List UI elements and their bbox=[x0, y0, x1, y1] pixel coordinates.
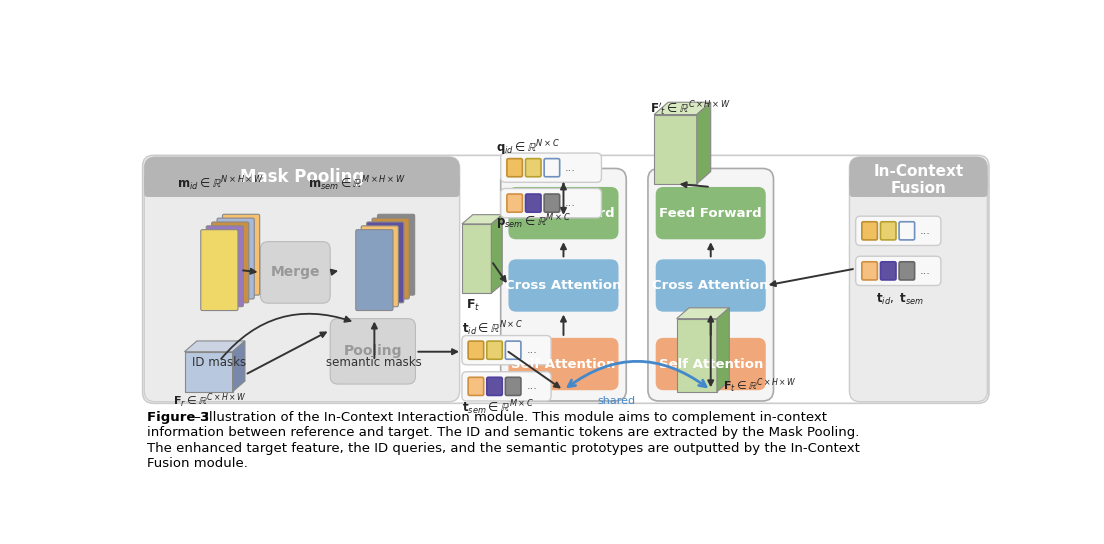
Text: The enhanced target feature, the ID queries, and the semantic prototypes are out: The enhanced target feature, the ID quer… bbox=[147, 442, 860, 455]
Polygon shape bbox=[461, 215, 502, 224]
Text: ...: ... bbox=[527, 381, 538, 391]
Polygon shape bbox=[461, 224, 491, 293]
Polygon shape bbox=[491, 215, 502, 293]
FancyBboxPatch shape bbox=[856, 256, 941, 286]
Text: ID masks: ID masks bbox=[192, 356, 246, 369]
Text: Self Attention: Self Attention bbox=[659, 357, 763, 370]
FancyBboxPatch shape bbox=[372, 218, 410, 299]
FancyBboxPatch shape bbox=[217, 218, 254, 299]
Text: ...: ... bbox=[920, 226, 931, 236]
FancyBboxPatch shape bbox=[656, 187, 766, 239]
Text: shared: shared bbox=[598, 396, 636, 406]
Text: $\mathbf{F}'_t \in \mathbb{R}^{C\times H\times W}$: $\mathbf{F}'_t \in \mathbb{R}^{C\times H… bbox=[649, 99, 730, 118]
FancyBboxPatch shape bbox=[355, 230, 393, 311]
Text: ...: ... bbox=[565, 198, 576, 208]
FancyBboxPatch shape bbox=[509, 338, 618, 390]
FancyBboxPatch shape bbox=[862, 222, 878, 240]
FancyBboxPatch shape bbox=[378, 214, 415, 295]
Text: Merge: Merge bbox=[270, 265, 320, 280]
Text: $\mathbf{F}_t \in \mathbb{R}^{C\times H\times W}$: $\mathbf{F}_t \in \mathbb{R}^{C\times H\… bbox=[723, 376, 797, 395]
FancyBboxPatch shape bbox=[142, 156, 989, 403]
Text: information between reference and target. The ID and semantic tokens are extract: information between reference and target… bbox=[147, 426, 860, 440]
Text: $\mathbf{F}_t$: $\mathbf{F}_t$ bbox=[466, 298, 480, 313]
FancyBboxPatch shape bbox=[881, 262, 896, 280]
Text: Cross Attention: Cross Attention bbox=[506, 279, 622, 292]
Text: $\mathbf{F}_r \in \mathbb{R}^{C\times H\times W}$: $\mathbf{F}_r \in \mathbb{R}^{C\times H\… bbox=[173, 392, 246, 410]
Text: $\mathbf{m}_{id} \in \mathbb{R}^{N\times H\times W}$: $\mathbf{m}_{id} \in \mathbb{R}^{N\times… bbox=[177, 175, 264, 193]
FancyBboxPatch shape bbox=[501, 169, 626, 401]
FancyBboxPatch shape bbox=[261, 242, 330, 303]
FancyBboxPatch shape bbox=[849, 157, 987, 197]
FancyBboxPatch shape bbox=[507, 194, 522, 212]
FancyBboxPatch shape bbox=[656, 259, 766, 312]
Text: $\mathbf{p}_{sem} \in \mathbb{R}^{M\times C}$: $\mathbf{p}_{sem} \in \mathbb{R}^{M\time… bbox=[496, 213, 571, 232]
FancyBboxPatch shape bbox=[487, 378, 502, 395]
FancyBboxPatch shape bbox=[145, 174, 459, 197]
Text: Feed Forward: Feed Forward bbox=[659, 207, 762, 220]
Text: ...: ... bbox=[565, 163, 576, 172]
Text: Figure 3: Figure 3 bbox=[147, 411, 210, 424]
Polygon shape bbox=[677, 319, 716, 392]
Text: Pooling: Pooling bbox=[343, 344, 402, 358]
Text: semantic masks: semantic masks bbox=[327, 356, 422, 369]
FancyBboxPatch shape bbox=[468, 341, 484, 359]
FancyBboxPatch shape bbox=[501, 153, 602, 182]
Text: ...: ... bbox=[527, 345, 538, 355]
FancyBboxPatch shape bbox=[544, 194, 560, 212]
FancyBboxPatch shape bbox=[330, 319, 415, 384]
FancyBboxPatch shape bbox=[212, 222, 248, 303]
Text: $\mathbf{q}_{id} \in \mathbb{R}^{N\times C}$: $\mathbf{q}_{id} \in \mathbb{R}^{N\times… bbox=[496, 139, 560, 158]
FancyBboxPatch shape bbox=[509, 259, 618, 312]
FancyBboxPatch shape bbox=[881, 222, 896, 240]
FancyBboxPatch shape bbox=[223, 214, 259, 295]
FancyBboxPatch shape bbox=[509, 187, 618, 239]
FancyBboxPatch shape bbox=[145, 157, 459, 197]
Polygon shape bbox=[677, 308, 730, 319]
Text: Cross Attention: Cross Attention bbox=[652, 279, 769, 292]
Polygon shape bbox=[184, 341, 245, 352]
Text: Feed Forward: Feed Forward bbox=[512, 207, 615, 220]
Text: $\mathbf{t}_{sem} \in \mathbb{R}^{M\times C}$: $\mathbf{t}_{sem} \in \mathbb{R}^{M\time… bbox=[461, 398, 534, 417]
Text: $\mathbf{m}_{sem} \in \mathbb{R}^{M\times H\times W}$: $\mathbf{m}_{sem} \in \mathbb{R}^{M\time… bbox=[308, 175, 406, 193]
FancyBboxPatch shape bbox=[206, 226, 243, 307]
FancyBboxPatch shape bbox=[461, 372, 551, 401]
Polygon shape bbox=[184, 352, 233, 392]
FancyBboxPatch shape bbox=[487, 341, 502, 359]
Text: ...: ... bbox=[920, 266, 931, 276]
Polygon shape bbox=[655, 115, 697, 184]
Text: Mask Pooling: Mask Pooling bbox=[240, 168, 364, 186]
FancyBboxPatch shape bbox=[468, 378, 484, 395]
Polygon shape bbox=[233, 341, 245, 392]
FancyBboxPatch shape bbox=[201, 230, 238, 311]
Text: – Illustration of the In-Context Interaction module. This module aims to complem: – Illustration of the In-Context Interac… bbox=[190, 411, 827, 424]
Polygon shape bbox=[697, 102, 711, 184]
FancyBboxPatch shape bbox=[526, 159, 541, 177]
FancyBboxPatch shape bbox=[849, 157, 987, 402]
FancyBboxPatch shape bbox=[501, 188, 602, 218]
FancyBboxPatch shape bbox=[361, 226, 399, 307]
FancyBboxPatch shape bbox=[526, 194, 541, 212]
FancyBboxPatch shape bbox=[656, 338, 766, 390]
FancyBboxPatch shape bbox=[648, 169, 774, 401]
FancyBboxPatch shape bbox=[367, 222, 404, 303]
Polygon shape bbox=[716, 308, 730, 392]
FancyBboxPatch shape bbox=[145, 157, 459, 402]
FancyBboxPatch shape bbox=[461, 336, 551, 365]
FancyBboxPatch shape bbox=[856, 216, 941, 245]
Polygon shape bbox=[655, 102, 711, 115]
Text: Self Attention: Self Attention bbox=[511, 357, 616, 370]
FancyBboxPatch shape bbox=[849, 174, 987, 197]
FancyBboxPatch shape bbox=[507, 159, 522, 177]
Text: $\mathbf{t}_{id} \in \mathbb{R}^{N\times C}$: $\mathbf{t}_{id} \in \mathbb{R}^{N\times… bbox=[461, 319, 523, 338]
Text: $\mathbf{t}_{id},\ \mathbf{t}_{sem}$: $\mathbf{t}_{id},\ \mathbf{t}_{sem}$ bbox=[875, 292, 924, 307]
FancyBboxPatch shape bbox=[862, 262, 878, 280]
FancyBboxPatch shape bbox=[899, 262, 914, 280]
FancyBboxPatch shape bbox=[506, 378, 521, 395]
Text: In-Context
Fusion: In-Context Fusion bbox=[873, 164, 964, 196]
Text: Fusion module.: Fusion module. bbox=[147, 457, 248, 470]
